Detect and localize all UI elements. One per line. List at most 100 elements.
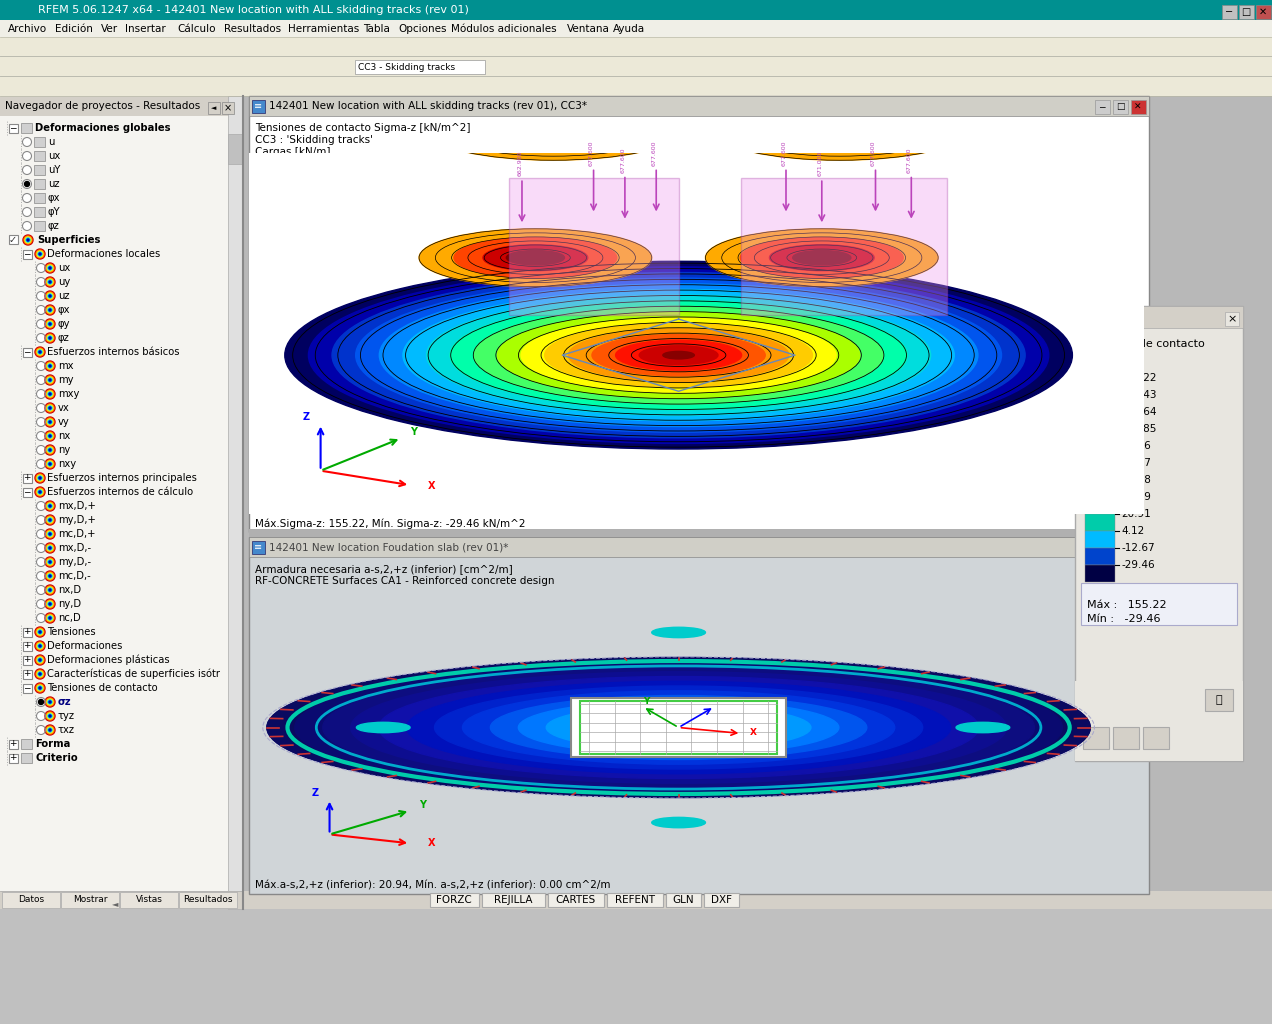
Circle shape (36, 641, 45, 651)
Bar (120, 892, 178, 908)
Text: ×: × (224, 103, 232, 113)
Ellipse shape (651, 628, 706, 638)
Circle shape (50, 701, 51, 703)
Text: 677.600: 677.600 (871, 140, 876, 166)
Text: GLN: GLN (672, 895, 693, 905)
Bar (1113, 727, 1138, 749)
Bar (1255, 5, 1271, 19)
Bar (23, 474, 32, 483)
Circle shape (46, 530, 53, 538)
Text: RFEM 5.06.1247 x64 - 142401 New location with ALL skidding tracks (rev 01): RFEM 5.06.1247 x64 - 142401 New location… (38, 5, 469, 15)
Bar (228, 96, 243, 909)
Circle shape (47, 335, 53, 341)
Circle shape (50, 337, 51, 339)
Ellipse shape (308, 267, 1049, 443)
Bar (0, 96, 243, 909)
Circle shape (24, 236, 32, 244)
Circle shape (36, 655, 45, 665)
Text: Módulos adicionales: Módulos adicionales (450, 24, 556, 34)
Text: ✕: ✕ (1259, 7, 1267, 17)
Circle shape (46, 264, 53, 272)
Circle shape (48, 616, 52, 620)
Text: τyz: τyz (59, 711, 75, 721)
Text: 677.600: 677.600 (907, 147, 912, 173)
Text: τxz: τxz (59, 725, 75, 735)
Circle shape (47, 307, 53, 313)
Circle shape (23, 137, 32, 146)
Text: −: − (9, 124, 17, 132)
Text: −: − (23, 347, 31, 356)
Bar (34, 137, 45, 147)
Ellipse shape (435, 686, 922, 769)
Text: Cálculo: Cálculo (177, 24, 215, 34)
Text: uz: uz (48, 179, 60, 189)
Text: Z: Z (303, 412, 310, 422)
Circle shape (45, 515, 55, 525)
Circle shape (39, 659, 41, 662)
Bar (667, 893, 701, 907)
Circle shape (50, 561, 51, 563)
Text: Opciones: Opciones (398, 24, 446, 34)
Text: X: X (427, 480, 435, 490)
Circle shape (23, 179, 32, 188)
Circle shape (45, 711, 55, 721)
Bar (0, 20, 1272, 37)
Ellipse shape (466, 112, 641, 152)
Circle shape (25, 238, 31, 242)
Text: vx: vx (59, 403, 70, 413)
Circle shape (36, 627, 45, 637)
Bar (0, 37, 1272, 56)
Text: ny: ny (59, 445, 70, 455)
Bar (22, 753, 32, 763)
Circle shape (46, 390, 53, 398)
Circle shape (36, 348, 45, 356)
Ellipse shape (770, 245, 874, 270)
Text: 71.27: 71.27 (1121, 458, 1151, 468)
Bar (249, 96, 1149, 116)
Bar (0, 891, 243, 909)
Bar (742, 178, 948, 315)
Text: Resultados: Resultados (183, 896, 233, 904)
Circle shape (48, 546, 52, 550)
Circle shape (37, 278, 46, 287)
Ellipse shape (957, 722, 1010, 733)
Circle shape (37, 389, 46, 398)
Circle shape (45, 585, 55, 595)
Bar (1085, 412, 1116, 429)
Circle shape (46, 292, 53, 300)
Ellipse shape (1264, 175, 1272, 217)
Ellipse shape (267, 657, 1090, 798)
Circle shape (36, 487, 45, 497)
Circle shape (48, 364, 52, 368)
Circle shape (50, 603, 51, 605)
Ellipse shape (491, 695, 866, 760)
Text: CC3 : 'Skidding tracks': CC3 : 'Skidding tracks' (254, 135, 373, 145)
Text: 88.06: 88.06 (1121, 441, 1151, 451)
Text: nc,D: nc,D (59, 613, 80, 623)
Circle shape (46, 404, 53, 412)
Circle shape (37, 403, 46, 413)
Circle shape (37, 489, 43, 495)
Text: Esfuerzos internos básicos: Esfuerzos internos básicos (47, 347, 179, 357)
Bar (23, 642, 32, 651)
Circle shape (46, 586, 53, 594)
Circle shape (45, 305, 55, 315)
Bar (1113, 100, 1128, 114)
Text: -29.46: -29.46 (1121, 560, 1155, 570)
Circle shape (45, 417, 55, 427)
Ellipse shape (426, 295, 931, 415)
Text: Edición: Edición (55, 24, 93, 34)
Circle shape (47, 727, 53, 733)
Text: REFENT: REFENT (614, 895, 655, 905)
Circle shape (46, 306, 53, 314)
Text: +: + (23, 473, 31, 482)
Bar (1085, 429, 1116, 446)
Text: +: + (23, 641, 31, 650)
Circle shape (37, 319, 46, 329)
Bar (209, 102, 220, 114)
Circle shape (48, 308, 52, 312)
Circle shape (37, 418, 46, 427)
Text: Insertar: Insertar (125, 24, 165, 34)
Circle shape (37, 544, 46, 553)
Ellipse shape (740, 238, 903, 278)
